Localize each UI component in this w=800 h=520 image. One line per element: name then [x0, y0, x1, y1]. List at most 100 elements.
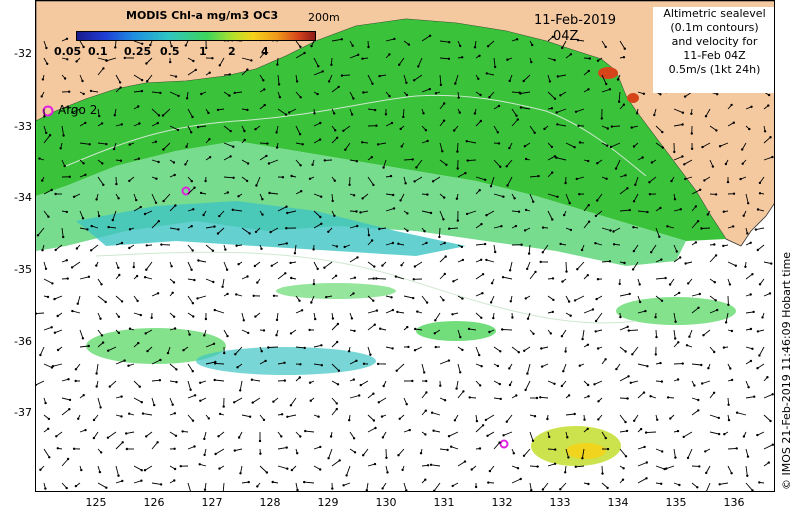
- velocity-vector-head: [143, 276, 147, 279]
- velocity-vector: [745, 482, 753, 491]
- velocity-vector: [108, 346, 117, 352]
- velocity-vector: [403, 158, 413, 161]
- velocity-vector-head: [673, 150, 676, 154]
- velocity-vector: [169, 125, 179, 131]
- velocity-vector-head: [424, 433, 427, 436]
- velocity-vector-head: [756, 208, 760, 211]
- velocity-vector-head: [55, 435, 58, 438]
- chl-high-patch: [627, 93, 639, 103]
- velocity-vector-head: [681, 123, 684, 126]
- velocity-vector-head: [170, 265, 173, 268]
- velocity-vector-head: [735, 411, 739, 414]
- velocity-vector-head: [771, 443, 774, 446]
- velocity-vector-head: [439, 384, 442, 387]
- velocity-vector-head: [626, 397, 629, 400]
- velocity-vector-head: [767, 93, 771, 97]
- velocity-vector-head: [308, 328, 311, 332]
- velocity-vector-head: [319, 468, 322, 471]
- velocity-vector-head: [414, 327, 417, 331]
- velocity-vector-head: [605, 82, 608, 86]
- velocity-vector: [115, 295, 123, 302]
- velocity-vector: [313, 57, 319, 67]
- velocity-vector: [763, 261, 772, 265]
- velocity-vector: [709, 414, 719, 419]
- velocity-vector-head: [323, 159, 326, 162]
- velocity-vector-head: [453, 419, 457, 422]
- velocity-vector-head: [459, 44, 462, 48]
- velocity-vector: [151, 220, 160, 229]
- velocity-vector: [703, 329, 711, 336]
- velocity-vector-head: [693, 384, 696, 387]
- velocity-vector-head: [311, 163, 314, 166]
- velocity-vector-head: [756, 330, 760, 333]
- velocity-vector-head: [711, 165, 715, 168]
- velocity-vector-head: [701, 382, 704, 385]
- velocity-vector-head: [751, 347, 754, 350]
- velocity-vector-head: [448, 227, 451, 230]
- velocity-vector-head: [555, 156, 558, 159]
- velocity-vector-head: [372, 392, 375, 395]
- velocity-vector-head: [426, 139, 429, 143]
- velocity-vector-head: [442, 299, 445, 302]
- velocity-vector-head: [232, 145, 235, 148]
- velocity-vector: [79, 329, 84, 339]
- velocity-vector-head: [630, 126, 633, 129]
- velocity-vector: [467, 159, 477, 162]
- velocity-vector-head: [481, 424, 485, 427]
- velocity-vector: [162, 108, 171, 116]
- velocity-vector: [601, 482, 608, 489]
- velocity-vector-head: [616, 78, 620, 81]
- velocity-vector: [595, 210, 603, 217]
- velocity-vector-head: [48, 456, 51, 459]
- colorbar-tick: 0.5: [160, 45, 180, 58]
- velocity-vector: [79, 227, 88, 230]
- velocity-vector-head: [120, 415, 123, 418]
- velocity-vector: [511, 108, 517, 116]
- velocity-vector-head: [746, 232, 749, 235]
- argo-label: Argo 2: [58, 103, 98, 117]
- velocity-vector-head: [184, 44, 187, 47]
- velocity-vector: [205, 343, 215, 348]
- velocity-vector-head: [128, 246, 131, 250]
- x-axis-label: 126: [143, 496, 165, 509]
- velocity-vector-head: [381, 487, 384, 490]
- velocity-vector-head: [336, 136, 339, 139]
- velocity-vector-head: [512, 452, 515, 455]
- velocity-vector-head: [758, 283, 762, 286]
- velocity-vector-head: [497, 142, 501, 145]
- velocity-vector-head: [149, 43, 152, 47]
- velocity-vector-head: [654, 316, 657, 319]
- velocity-vector-head: [150, 316, 153, 319]
- velocity-vector-head: [624, 420, 627, 424]
- velocity-vector-head: [601, 472, 604, 475]
- velocity-vector-head: [508, 383, 512, 387]
- velocity-vector-head: [553, 382, 556, 385]
- velocity-vector-head: [463, 460, 467, 463]
- velocity-vector-head: [203, 334, 206, 337]
- velocity-vector-head: [145, 244, 148, 247]
- velocity-vector-head: [632, 145, 636, 148]
- velocity-vector-head: [622, 56, 626, 59]
- velocity-vector-head: [587, 204, 590, 207]
- velocity-vector: [439, 256, 447, 263]
- velocity-vector-head: [732, 192, 736, 195]
- velocity-vector: [421, 363, 425, 373]
- velocity-vector-head: [258, 439, 262, 443]
- y-axis-label: -36: [14, 335, 32, 348]
- velocity-vector: [556, 157, 567, 161]
- velocity-vector-head: [101, 162, 104, 165]
- velocity-vector-head: [386, 471, 389, 474]
- velocity-vector: [367, 346, 371, 355]
- velocity-vector-head: [256, 485, 259, 488]
- velocity-vector: [36, 312, 45, 315]
- velocity-vector-head: [247, 331, 250, 335]
- velocity-vector: [376, 278, 387, 280]
- velocity-vector-head: [118, 273, 121, 277]
- velocity-vector-head: [768, 292, 772, 295]
- velocity-vector-head: [564, 350, 567, 353]
- velocity-vector: [506, 159, 513, 167]
- velocity-vector: [507, 176, 513, 186]
- velocity-vector: [112, 210, 117, 221]
- velocity-vector: [277, 465, 288, 470]
- velocity-vector-head: [473, 112, 477, 115]
